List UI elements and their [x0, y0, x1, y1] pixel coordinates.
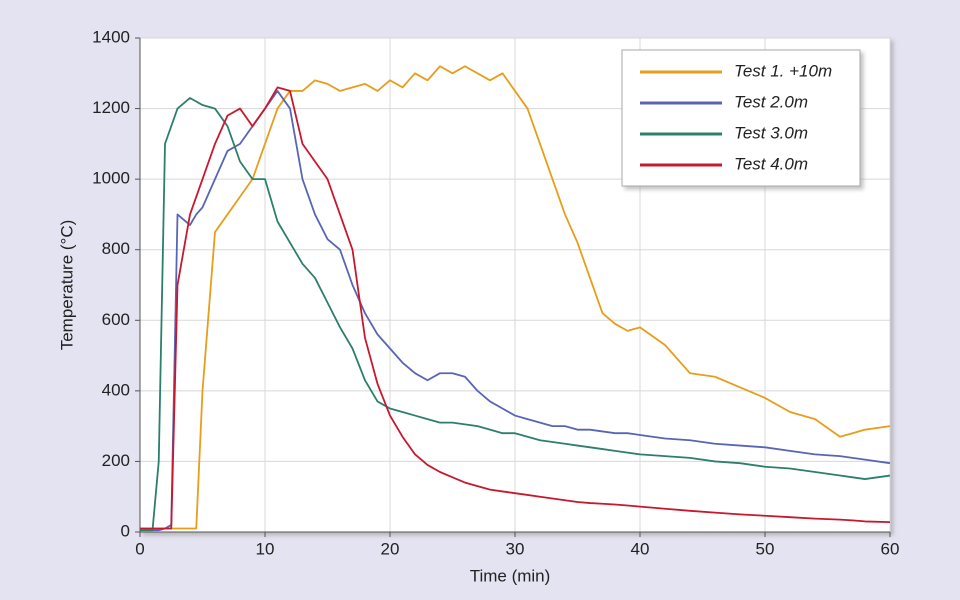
axes: 0 200 400 600 800 1000 1200 1400 0 10 20 30 40 50 60 — [92, 27, 899, 558]
x-tick-label: 60 — [881, 539, 900, 558]
y-tick-label: 1200 — [92, 98, 130, 117]
series-line — [140, 97, 891, 532]
series-line — [140, 90, 891, 532]
y-tick-label: 0 — [121, 521, 130, 540]
y-axis-label: Temperature (°C) — [57, 220, 76, 351]
x-tick-label: 10 — [256, 539, 275, 558]
lines — [140, 65, 891, 532]
legend-label: Test 2.0m — [734, 92, 808, 111]
y-tick-label: 400 — [102, 380, 130, 399]
x-tick-label: 20 — [381, 539, 400, 558]
x-tick-label: 0 — [135, 539, 144, 558]
legend-label: Test 4.0m — [734, 154, 808, 173]
y-tick-label: 800 — [102, 239, 130, 258]
x-axis-label: Time (min) — [470, 566, 551, 585]
legend-label: Test 1. +10m — [734, 61, 832, 80]
y-tick-label: 1400 — [92, 27, 130, 46]
x-tick-label: 40 — [631, 539, 650, 558]
x-tick-label: 30 — [506, 539, 525, 558]
y-tick-label: 600 — [102, 310, 130, 329]
x-tick-label: 50 — [756, 539, 775, 558]
series-line — [140, 65, 891, 530]
legend: Test 1. +10m Test 2.0m Test 3.0m Test 4.0m — [621, 49, 861, 187]
legend-label: Test 3.0m — [734, 123, 808, 142]
y-tick-label: 200 — [102, 451, 130, 470]
y-tick-label: 1000 — [92, 169, 130, 188]
series-line — [140, 86, 891, 530]
